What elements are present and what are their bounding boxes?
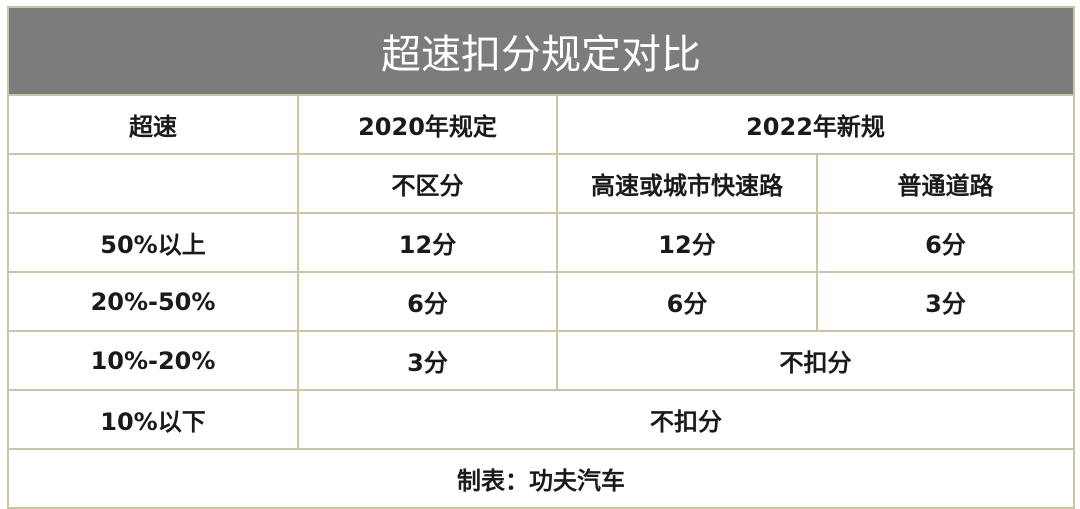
subheader-empty bbox=[7, 153, 299, 214]
table-footer: 制表：功夫汽车 bbox=[7, 448, 1075, 509]
footer-row: 制表：功夫汽车 bbox=[7, 448, 1075, 509]
cell-2020: 12分 bbox=[297, 212, 558, 273]
subheader-highway: 高速或城市快速路 bbox=[556, 153, 818, 214]
cell-2020: 6分 bbox=[297, 271, 558, 332]
subheader-normal-road: 普通道路 bbox=[816, 153, 1075, 214]
cell-normal: 3分 bbox=[816, 271, 1075, 332]
table-row: 50%以上 12分 12分 6分 bbox=[7, 212, 1075, 273]
table-row: 10%以下 不扣分 bbox=[7, 389, 1075, 450]
subheader-row: 不区分 高速或城市快速路 普通道路 bbox=[7, 153, 1075, 214]
title-row: 超速扣分规定对比 bbox=[7, 6, 1075, 96]
cell-2020: 3分 bbox=[297, 330, 558, 391]
table-row: 20%-50% 6分 6分 3分 bbox=[7, 271, 1075, 332]
cell-speeding: 10%以下 bbox=[7, 389, 299, 450]
header-2020: 2020年规定 bbox=[297, 94, 558, 155]
comparison-table-container: 超速扣分规定对比 超速 2020年规定 2022年新规 不区分 高速或城市快速路… bbox=[7, 6, 1075, 509]
cell-all-merged: 不扣分 bbox=[297, 389, 1075, 450]
cell-highway: 12分 bbox=[556, 212, 818, 273]
subheader-2020: 不区分 bbox=[297, 153, 558, 214]
header-2022: 2022年新规 bbox=[556, 94, 1075, 155]
cell-speeding: 20%-50% bbox=[7, 271, 299, 332]
table-title: 超速扣分规定对比 bbox=[7, 6, 1075, 96]
cell-speeding: 50%以上 bbox=[7, 212, 299, 273]
header-row: 超速 2020年规定 2022年新规 bbox=[7, 94, 1075, 155]
header-speeding: 超速 bbox=[7, 94, 299, 155]
speeding-penalty-table: 超速扣分规定对比 超速 2020年规定 2022年新规 不区分 高速或城市快速路… bbox=[7, 6, 1075, 509]
cell-normal: 6分 bbox=[816, 212, 1075, 273]
cell-speeding: 10%-20% bbox=[7, 330, 299, 391]
cell-2022-merged: 不扣分 bbox=[556, 330, 1075, 391]
table-row: 10%-20% 3分 不扣分 bbox=[7, 330, 1075, 391]
cell-highway: 6分 bbox=[556, 271, 818, 332]
